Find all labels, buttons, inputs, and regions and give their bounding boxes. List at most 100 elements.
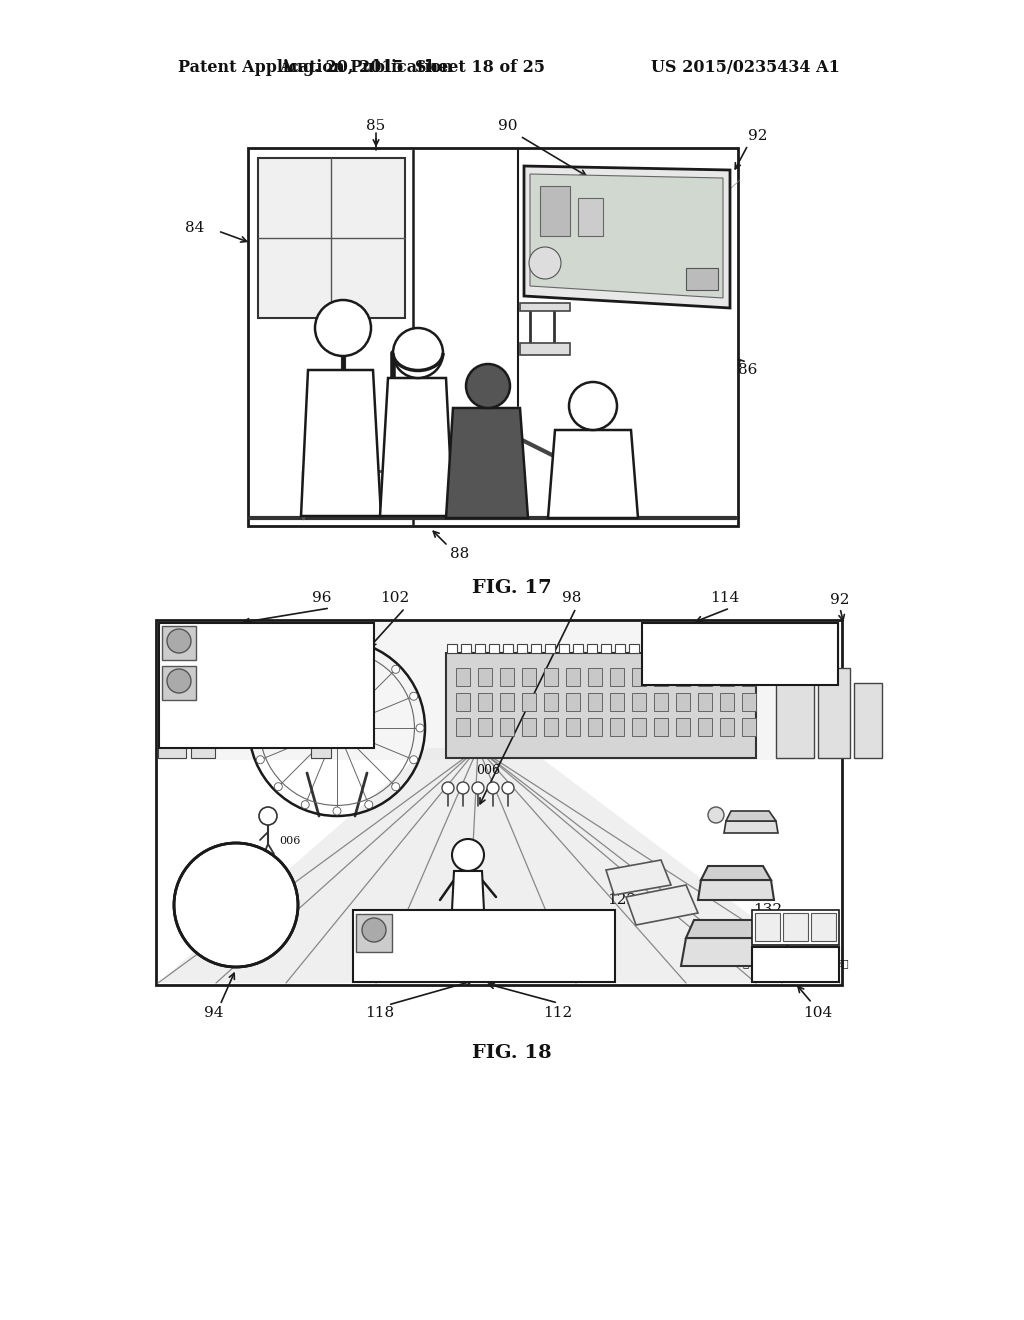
Polygon shape [530,174,723,298]
Bar [713,644,723,653]
Circle shape [331,722,343,734]
Bar [520,304,570,312]
Bar [720,668,734,686]
Circle shape [256,756,264,764]
Bar [742,693,756,711]
Bar [191,693,215,758]
Polygon shape [686,920,786,939]
Bar [456,693,470,711]
Bar [500,668,514,686]
Bar [811,913,836,941]
Bar [489,644,499,653]
Circle shape [333,642,341,649]
Text: M requests update on: M requests update on [234,685,343,693]
Circle shape [362,917,386,942]
Bar [654,693,668,711]
Bar [686,268,718,290]
Circle shape [256,692,264,700]
Circle shape [442,781,454,795]
Circle shape [569,381,617,430]
Bar [531,644,541,653]
Bar [742,668,756,686]
Text: 2 MINS AGO: 2 MINS AGO [257,671,322,680]
Bar [456,718,470,737]
Bar [540,186,570,236]
Text: Patent Application Publication: Patent Application Publication [178,59,453,77]
Text: 86: 86 [738,363,758,378]
Circle shape [529,247,561,279]
Text: equipment upgrade: equipment upgrade [241,643,338,652]
Polygon shape [380,378,453,516]
Polygon shape [606,861,671,895]
Text: 122: 122 [607,894,637,907]
Bar [610,718,624,737]
Circle shape [259,807,278,825]
Bar [156,620,842,985]
Bar [566,718,580,737]
Bar [248,148,738,525]
Text: 92: 92 [830,593,850,607]
Text: 9,500,050 XP: 9,500,050 XP [688,634,792,648]
Bar [158,673,186,758]
Text: ✊: ✊ [816,647,830,669]
Text: 88: 88 [451,546,470,561]
Circle shape [315,300,371,356]
Polygon shape [701,866,771,880]
Bar [544,718,558,737]
Text: 112: 112 [544,1006,572,1020]
Text: FIG. 17: FIG. 17 [472,579,552,597]
Bar [699,644,709,653]
Circle shape [333,807,341,814]
Bar [698,668,712,686]
Circle shape [250,723,258,733]
Bar [632,693,646,711]
Bar [159,623,374,748]
Bar [601,644,611,653]
Circle shape [301,801,309,809]
Text: p: p [764,920,772,933]
Bar [500,718,514,737]
Polygon shape [626,884,698,925]
Bar [854,682,882,758]
Bar [720,718,734,737]
Bar [356,913,392,952]
Circle shape [274,665,283,673]
Bar [446,653,756,758]
Text: FIG. 18: FIG. 18 [472,1044,552,1063]
Polygon shape [548,430,638,517]
Bar [727,644,737,653]
Bar [559,644,569,653]
Bar [258,158,406,318]
Text: Q: Q [190,923,201,936]
Bar [610,693,624,711]
Bar [158,622,840,760]
Text: 102: 102 [380,591,410,605]
Bar [752,909,839,945]
Bar [478,693,492,711]
Bar [522,693,536,711]
Bar [741,644,751,653]
Circle shape [274,783,283,791]
Text: 499,950 to next level: 499,950 to next level [677,655,803,668]
Bar [752,946,839,982]
Circle shape [452,840,484,871]
Text: M: M [189,911,203,924]
Polygon shape [452,871,484,909]
Text: 96: 96 [312,591,332,605]
Bar [642,623,838,685]
Text: 94: 94 [204,1006,224,1020]
Text: Agent 006 requests mission: Agent 006 requests mission [436,937,590,946]
Bar [783,913,808,941]
Text: assistance. Meet for briefing.: assistance. Meet for briefing. [432,950,594,961]
Bar [475,644,485,653]
Text: f: f [794,920,799,933]
Bar [818,668,850,758]
Bar [657,644,667,653]
Polygon shape [158,748,840,983]
Polygon shape [726,810,776,821]
Text: ATTENTION AGENT 009: ATTENTION AGENT 009 [437,920,589,931]
Bar [566,668,580,686]
Circle shape [487,781,499,795]
Bar [698,718,712,737]
Bar [698,693,712,711]
